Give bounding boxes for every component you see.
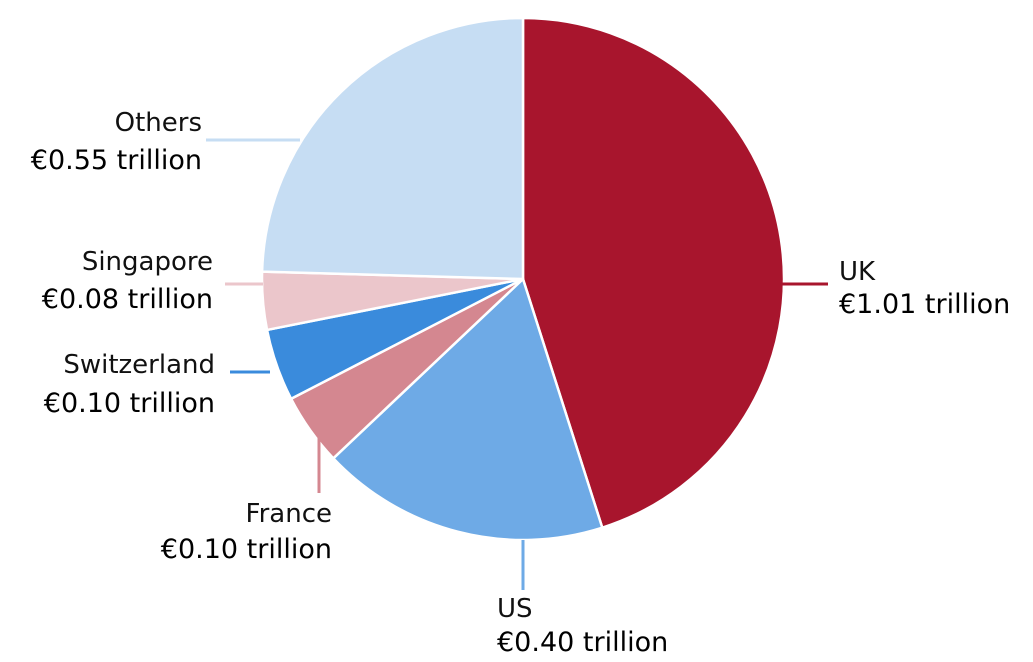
leader-lines: [206, 138, 828, 590]
slice-name-uk: UK: [839, 257, 876, 287]
pie-slices: [260, 16, 786, 542]
pie-slice-uk: [521, 16, 786, 529]
slice-value-uk: €1.01 trillion: [839, 289, 1010, 320]
label-uk: UK €1.01 trillion: [839, 257, 1010, 320]
slice-value-france: €0.10 trillion: [161, 534, 332, 565]
slice-name-others: Others: [115, 108, 202, 138]
slice-name-switzerland: Switzerland: [63, 350, 215, 380]
slice-value-others: €0.55 trillion: [31, 145, 202, 176]
slice-name-france: France: [246, 499, 332, 529]
pie-slice-us: [332, 277, 604, 542]
pie-slice-others: [260, 16, 525, 281]
slice-value-switzerland: €0.10 trillion: [44, 388, 215, 419]
label-switzerland: Switzerland €0.10 trillion: [44, 350, 215, 419]
slice-value-singapore: €0.08 trillion: [42, 284, 213, 315]
label-france: France €0.10 trillion: [161, 499, 332, 565]
slice-value-us: €0.40 trillion: [497, 627, 668, 658]
slice-name-singapore: Singapore: [82, 247, 213, 277]
label-others: Others €0.55 trillion: [31, 108, 202, 176]
slice-name-us: US: [497, 594, 533, 624]
label-singapore: Singapore €0.08 trillion: [42, 247, 213, 315]
label-us: US €0.40 trillion: [497, 594, 668, 658]
